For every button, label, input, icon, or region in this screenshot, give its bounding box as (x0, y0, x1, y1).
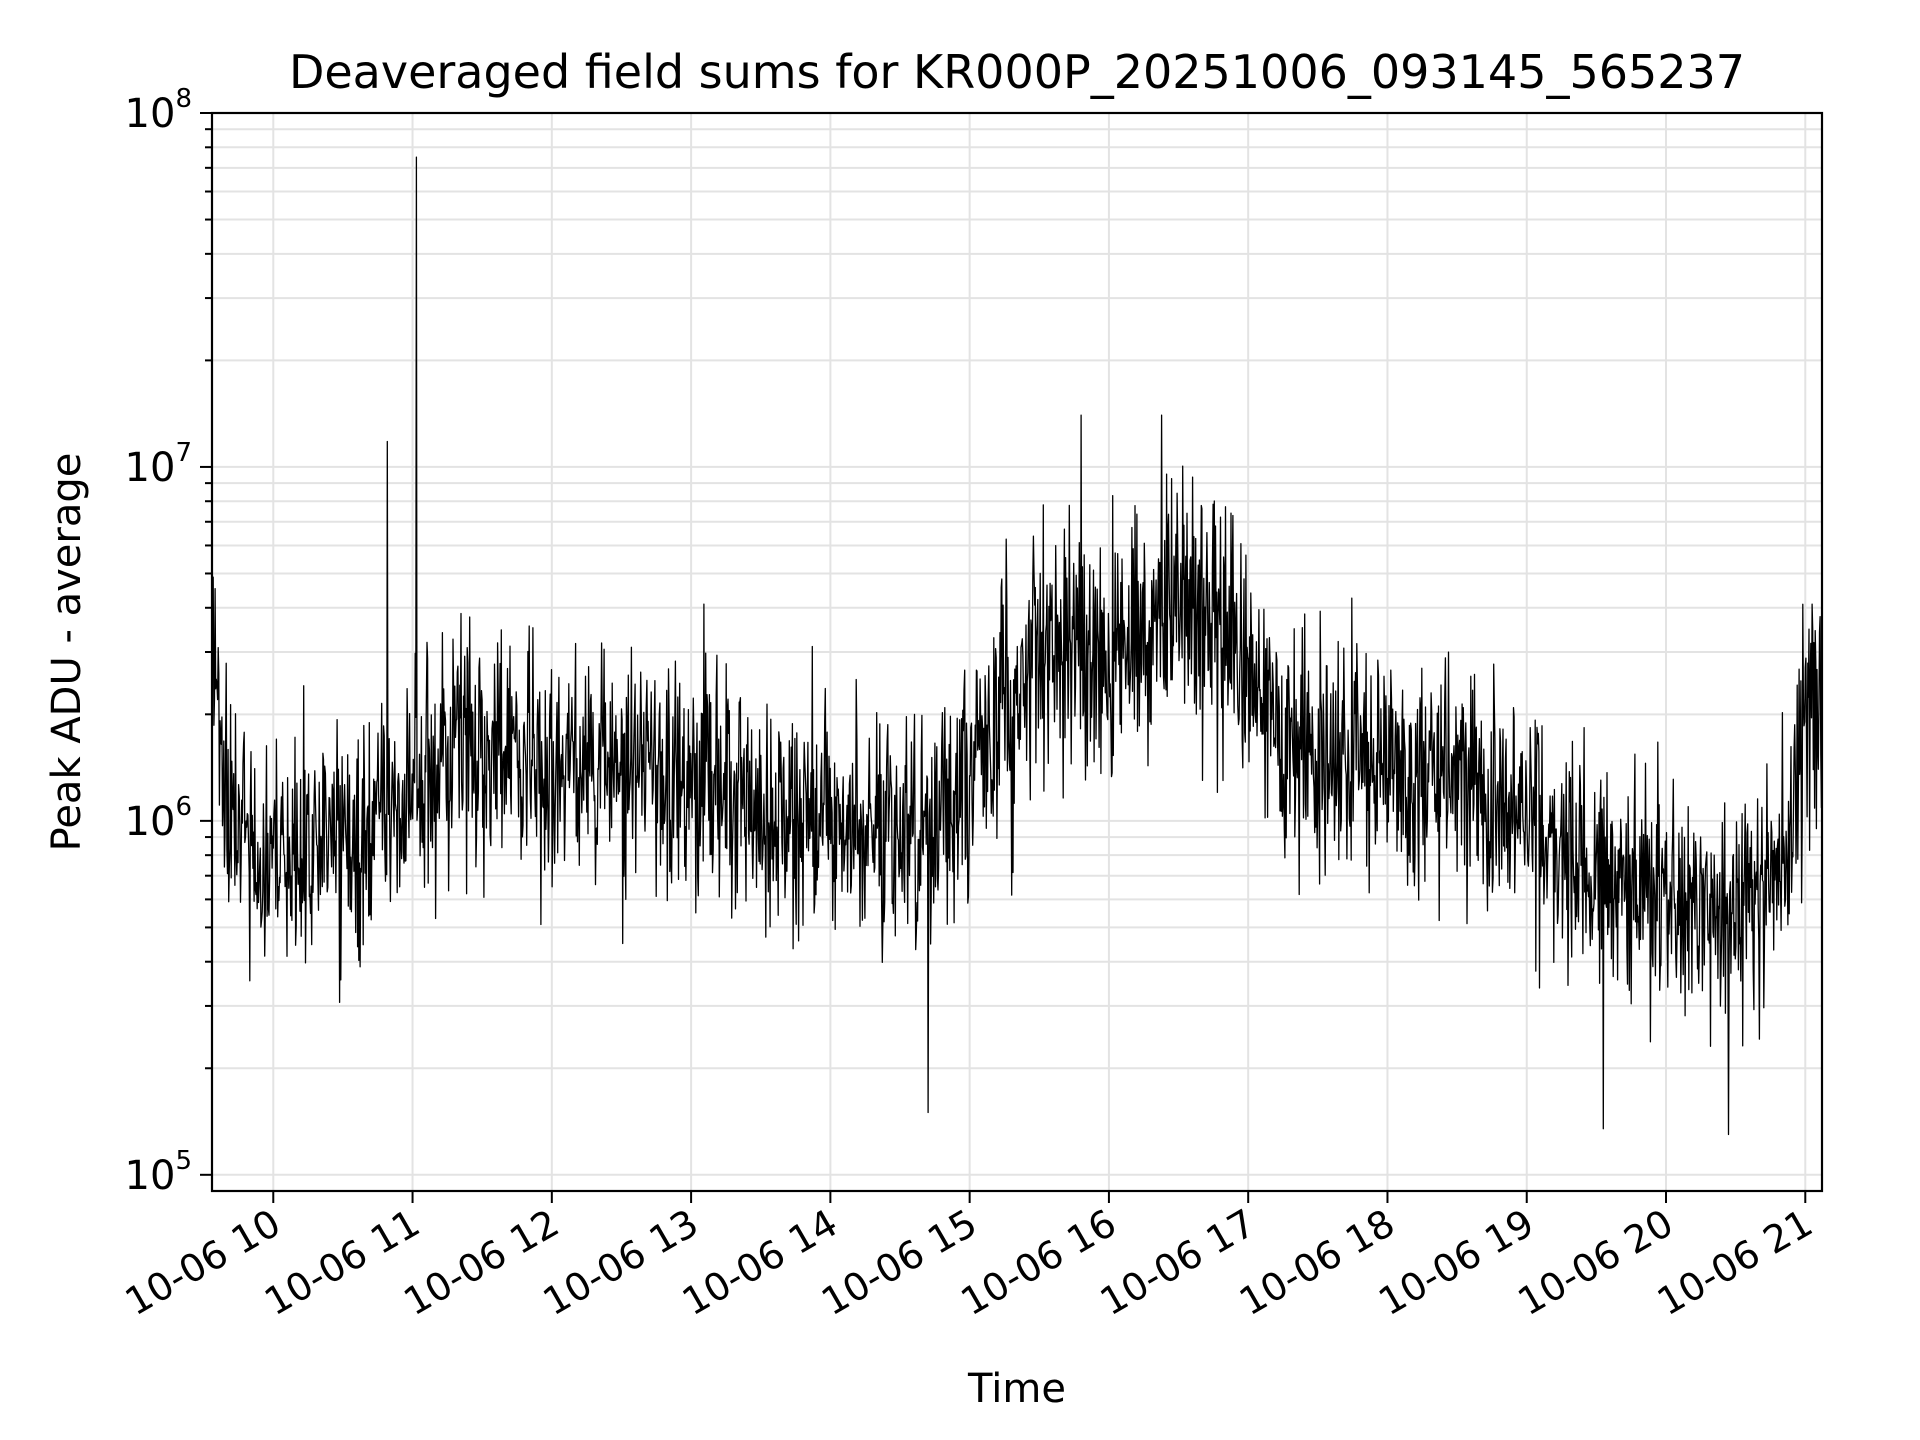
x-tick-label: 10-06 21 (1650, 1201, 1820, 1325)
x-tick-label: 10-06 15 (814, 1201, 984, 1325)
x-tick-label: 10-06 11 (257, 1201, 427, 1325)
chart-title: Deaveraged field sums for KR000P_2025100… (289, 45, 1745, 99)
x-tick-label: 10-06 16 (953, 1201, 1123, 1325)
x-tick-label: 10-06 12 (396, 1201, 566, 1325)
x-tick-label: 10-06 20 (1511, 1201, 1681, 1325)
y-tick-label: 105 (125, 1146, 192, 1199)
y-axis-label: Peak ADU - average (44, 453, 90, 852)
x-tick-label: 10-06 18 (1232, 1201, 1402, 1325)
y-tick-label: 106 (125, 792, 192, 845)
y-axis: 105 106 107 108 (125, 84, 212, 1199)
x-tick-label: 10-06 19 (1371, 1201, 1541, 1325)
series-layer (211, 156, 1823, 1136)
grid (212, 112, 1822, 1191)
x-tick-label: 10-06 10 (118, 1201, 288, 1325)
x-tick-label: 10-06 14 (675, 1201, 845, 1325)
x-axis-label: Time (967, 1366, 1066, 1412)
series-line (211, 156, 1823, 1136)
y-tick-label: 108 (125, 84, 192, 137)
x-tick-label: 10-06 17 (1093, 1201, 1263, 1325)
x-tick-label: 10-06 13 (536, 1201, 706, 1325)
y-tick-label: 107 (125, 438, 192, 491)
